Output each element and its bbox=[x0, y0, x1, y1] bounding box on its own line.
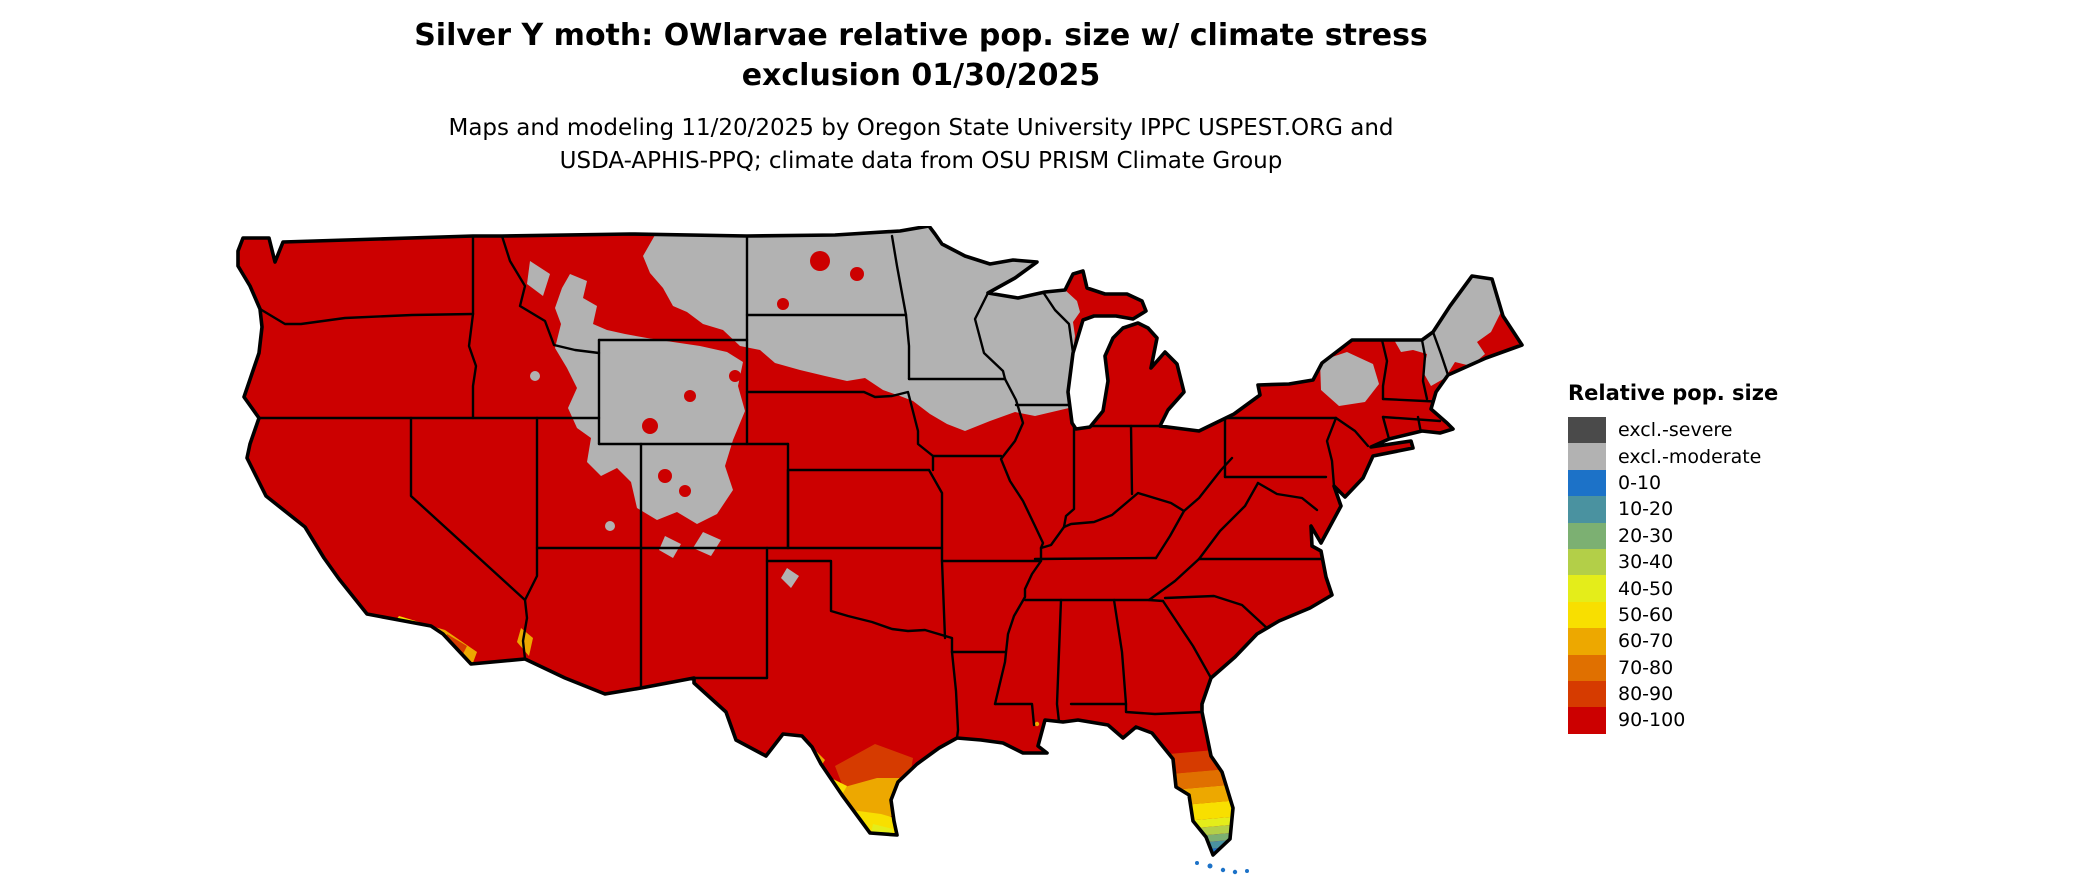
legend-label: 30-40 bbox=[1618, 551, 1674, 574]
legend-item: 60-70 bbox=[1568, 628, 1868, 655]
map-texture-red-patches bbox=[642, 251, 864, 497]
us-outline bbox=[236, 224, 1524, 857]
title-line-2: exclusion 01/30/2025 bbox=[741, 58, 1101, 93]
legend-swatch bbox=[1568, 522, 1606, 549]
legend-label: 40-50 bbox=[1618, 577, 1674, 600]
legend-swatch bbox=[1568, 628, 1606, 655]
legend-rows: excl.-severe excl.-moderate 0-10 10-20 20-30… bbox=[1568, 417, 1868, 734]
legend-label: 50-60 bbox=[1618, 603, 1674, 626]
page-title: Silver Y moth: OWlarvae relative pop. si… bbox=[0, 16, 1842, 96]
legend-label: 10-20 bbox=[1618, 498, 1674, 521]
legend-swatch bbox=[1568, 654, 1606, 681]
legend-item: 50-60 bbox=[1568, 601, 1868, 629]
title-line-1: Silver Y moth: OWlarvae relative pop. si… bbox=[414, 18, 1428, 53]
legend-item: 70-80 bbox=[1568, 654, 1868, 681]
legend-item: 40-50 bbox=[1568, 575, 1868, 602]
legend-label: 20-30 bbox=[1618, 524, 1674, 547]
legend-swatch bbox=[1568, 469, 1606, 497]
subtitle-line-2: USDA-APHIS-PPQ; climate data from OSU PR… bbox=[559, 148, 1283, 174]
legend-swatch bbox=[1568, 548, 1606, 576]
florida-keys bbox=[1195, 861, 1249, 875]
legend-label: excl.-moderate bbox=[1618, 445, 1762, 468]
legend-swatch bbox=[1568, 707, 1606, 734]
texas-south-gradient bbox=[805, 744, 913, 837]
legend-label: 60-70 bbox=[1618, 630, 1674, 653]
legend: Relative pop. size excl.-severe excl.-mod… bbox=[1568, 381, 1868, 734]
legend-swatch bbox=[1568, 417, 1606, 444]
us-map bbox=[236, 224, 1524, 875]
legend-item: excl.-moderate bbox=[1568, 443, 1868, 470]
legend-swatch bbox=[1568, 575, 1606, 602]
legend-label: excl.-severe bbox=[1618, 419, 1733, 442]
subtitle-line-1: Maps and modeling 11/20/2025 by Oregon S… bbox=[448, 115, 1394, 141]
legend-label: 0-10 bbox=[1618, 471, 1662, 494]
legend-item: 90-100 bbox=[1568, 707, 1868, 734]
legend-label: 80-90 bbox=[1618, 683, 1674, 706]
legend-swatch bbox=[1568, 601, 1606, 629]
state-borders bbox=[257, 234, 1450, 740]
florida-gradient bbox=[1123, 745, 1281, 855]
legend-item: 80-90 bbox=[1568, 680, 1868, 708]
map-container bbox=[235, 224, 1525, 882]
legend-item: excl.-severe bbox=[1568, 417, 1868, 444]
legend-label: 90-100 bbox=[1618, 709, 1686, 732]
page-subtitle: Maps and modeling 11/20/2025 by Oregon S… bbox=[0, 112, 1842, 178]
legend-label: 70-80 bbox=[1618, 656, 1674, 679]
legend-item: 10-20 bbox=[1568, 496, 1868, 523]
legend-swatch bbox=[1568, 443, 1606, 470]
legend-item: 0-10 bbox=[1568, 469, 1868, 497]
legend-item: 30-40 bbox=[1568, 548, 1868, 576]
legend-item: 20-30 bbox=[1568, 522, 1868, 549]
legend-swatch bbox=[1568, 680, 1606, 708]
legend-title: Relative pop. size bbox=[1568, 381, 1779, 405]
legend-swatch bbox=[1568, 496, 1606, 523]
